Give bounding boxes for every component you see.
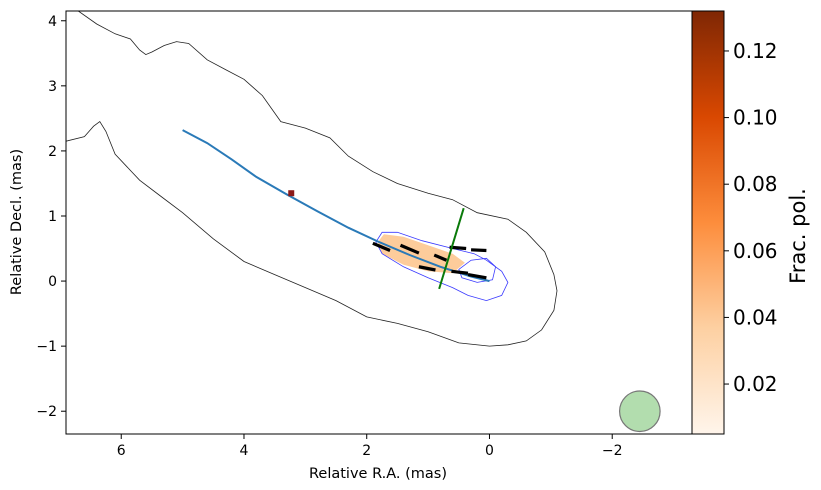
y-tick-label: −2 — [36, 404, 57, 420]
colorbar-tick-label: 0.02 — [733, 372, 778, 396]
colorbar-ticks: 0.02 0.04 0.06 0.08 0.10 0.12 — [724, 39, 778, 396]
evpa-vector — [467, 272, 487, 280]
y-tick-label: −1 — [36, 339, 57, 355]
evpa-vector — [418, 265, 436, 272]
polarized-intensity-contour-inner — [458, 257, 497, 283]
colorbar-tick-label: 0.10 — [733, 106, 778, 130]
y-tick-label: 4 — [48, 14, 57, 30]
x-tick-label: 0 — [485, 443, 494, 459]
y-tick-label: 1 — [48, 209, 57, 225]
y-tick-label: 3 — [48, 79, 57, 95]
evpa-vector — [451, 269, 469, 275]
evpa-vector — [433, 253, 448, 262]
beam-ellipse — [618, 390, 661, 433]
y-axis-ticks: −2 −1 0 1 2 3 4 — [36, 14, 66, 420]
colorbar-tick-label: 0.04 — [733, 305, 778, 329]
evpa-vector — [372, 241, 391, 252]
x-tick-label: −2 — [602, 443, 623, 459]
polarized-intensity-contour-outer — [375, 231, 509, 302]
transverse-slice-line — [438, 207, 465, 290]
colorbar-tick-label: 0.08 — [733, 172, 778, 196]
colorbar-label: Frac. pol. — [786, 188, 810, 284]
evpa-vector — [470, 248, 487, 253]
fractional-polarization-fill — [377, 234, 465, 274]
position-marker — [288, 190, 295, 197]
x-axis-ticks: 6 4 2 0 −2 — [117, 434, 623, 459]
colorbar-tick-label: 0.12 — [733, 39, 778, 63]
colorbar-tick-label: 0.06 — [733, 239, 778, 263]
colorbar — [691, 10, 725, 435]
total-intensity-contour — [66, 11, 558, 347]
evpa-vector — [399, 243, 420, 255]
x-axis-label: Relative R.A. (mas) — [309, 466, 447, 482]
x-tick-label: 6 — [117, 443, 126, 459]
y-tick-label: 2 — [48, 144, 57, 160]
x-tick-label: 4 — [240, 443, 249, 459]
y-axis-label: Relative Decl. (mas) — [9, 149, 25, 295]
y-tick-label: 0 — [48, 274, 57, 290]
x-tick-label: 2 — [362, 443, 371, 459]
